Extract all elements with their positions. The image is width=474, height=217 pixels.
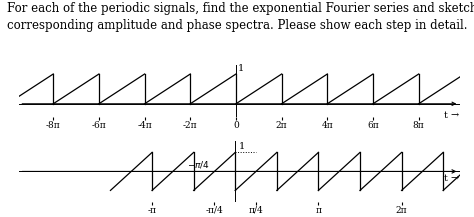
Text: $-\pi/4$: $-\pi/4$ (187, 159, 210, 171)
Text: 1: 1 (238, 143, 245, 151)
Text: For each of the periodic signals, find the exponential Fourier series and sketch: For each of the periodic signals, find t… (7, 2, 474, 32)
Text: t →: t → (444, 111, 459, 120)
Text: t →: t → (444, 174, 459, 183)
Text: 1: 1 (238, 64, 244, 72)
